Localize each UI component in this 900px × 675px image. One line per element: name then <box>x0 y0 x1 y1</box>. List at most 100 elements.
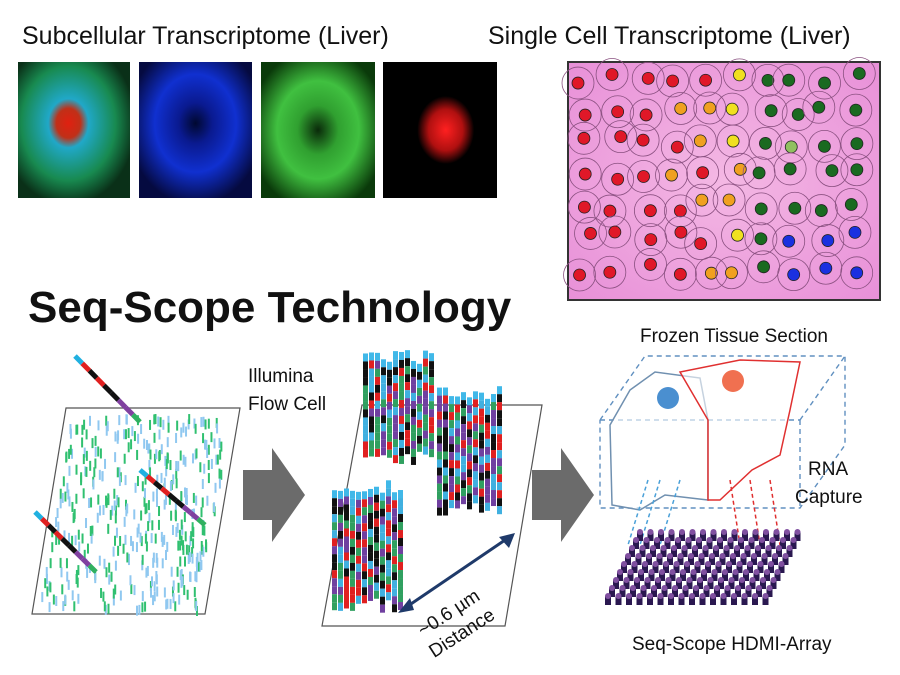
cluster-cell <box>411 368 416 377</box>
array-spot <box>740 553 747 559</box>
cluster-cell <box>437 491 442 500</box>
probe-segment <box>53 530 64 541</box>
array-spot <box>721 529 727 535</box>
array-spot <box>735 585 741 591</box>
cell-outline <box>663 257 697 291</box>
array-spot <box>692 545 698 551</box>
cluster-cell <box>429 425 434 434</box>
cluster-cell <box>455 476 460 485</box>
array-pillar <box>722 572 728 581</box>
array-spot <box>731 593 737 599</box>
array-pillar <box>786 548 793 557</box>
cluster-cell <box>380 604 385 613</box>
cluster-cell <box>386 488 391 497</box>
cluster-cell <box>375 448 380 457</box>
array-pillar <box>718 580 724 589</box>
array-spot <box>650 545 656 551</box>
nucleus <box>783 162 797 176</box>
cluster-cell <box>398 602 403 611</box>
nucleus <box>722 193 736 207</box>
cell-outline <box>604 120 638 154</box>
cluster-cell <box>386 592 391 601</box>
cluster-cell <box>497 442 502 451</box>
cluster-cell <box>449 412 454 421</box>
nucleus <box>821 234 835 247</box>
cluster-cell <box>405 414 410 423</box>
array-spot <box>697 577 703 583</box>
cluster-cell <box>338 570 343 579</box>
cluster-cell <box>443 459 448 468</box>
array-spot <box>609 585 615 591</box>
cluster-cell <box>491 394 496 403</box>
cluster-cell <box>374 494 379 503</box>
nucleus <box>699 73 712 87</box>
array-spot <box>605 593 611 599</box>
array-pillar <box>761 556 768 565</box>
cluster-cell <box>479 432 484 441</box>
cluster-cell <box>437 427 442 436</box>
array-pillar <box>667 556 673 565</box>
cluster-cell <box>332 554 337 563</box>
micrograph <box>261 62 375 198</box>
cluster-cell <box>423 430 428 439</box>
cluster-cell <box>332 586 337 595</box>
cluster-cell <box>368 560 373 569</box>
cluster-cell <box>344 544 349 553</box>
cluster-cell <box>485 454 490 463</box>
cluster-cell <box>350 602 355 611</box>
array-spot <box>718 577 724 583</box>
cluster-cell <box>387 449 392 458</box>
array-pillar <box>657 596 664 605</box>
cluster-cell <box>479 480 484 489</box>
nucleus <box>704 266 718 280</box>
array-pillar <box>747 564 753 573</box>
cluster-cell <box>344 592 349 601</box>
arrow <box>532 448 594 542</box>
cluster-cell <box>381 399 386 408</box>
array-spot <box>693 585 699 591</box>
array-spot <box>794 529 801 535</box>
cluster-cell <box>363 385 368 394</box>
array-spot <box>745 585 752 591</box>
cluster-cell <box>443 427 448 436</box>
cluster-cell <box>437 435 442 444</box>
array-pillar <box>742 532 748 541</box>
cluster-cell <box>443 451 448 460</box>
array-spot <box>736 561 743 567</box>
array-spot <box>690 569 697 575</box>
array-spot <box>694 561 701 567</box>
cluster-cell <box>473 415 478 424</box>
cluster-cell <box>398 546 403 555</box>
cluster-cell <box>443 395 448 404</box>
cluster-cell <box>417 427 422 436</box>
cluster-cell <box>387 361 392 370</box>
cluster-cell <box>392 540 397 549</box>
array-pillar <box>748 540 755 549</box>
cluster-cell <box>398 490 403 499</box>
cluster-cell <box>399 439 404 448</box>
array-pillar <box>764 572 770 581</box>
cluster-cell <box>344 496 349 505</box>
array-spot <box>743 569 749 575</box>
cluster-cell <box>467 421 472 430</box>
cluster-cell <box>405 398 410 407</box>
cluster-cell <box>437 451 442 460</box>
array-pillar <box>619 588 626 597</box>
nucleus <box>848 225 862 239</box>
cluster-cell <box>368 568 373 577</box>
array-pillar <box>753 572 760 581</box>
probe-segment <box>40 516 51 528</box>
nucleus <box>657 387 679 409</box>
cluster-cell <box>387 409 392 418</box>
cluster-cell <box>363 353 368 362</box>
cluster-cell <box>423 446 428 455</box>
array-pillar <box>668 532 675 541</box>
cluster-cell <box>386 512 391 521</box>
cell-outline <box>772 224 806 258</box>
cluster-cell <box>461 440 466 449</box>
cell-outline <box>839 93 873 127</box>
cluster-cell <box>491 434 496 443</box>
cluster-cell <box>332 522 337 531</box>
probe-segment <box>181 504 193 515</box>
cluster-cell <box>485 502 490 511</box>
